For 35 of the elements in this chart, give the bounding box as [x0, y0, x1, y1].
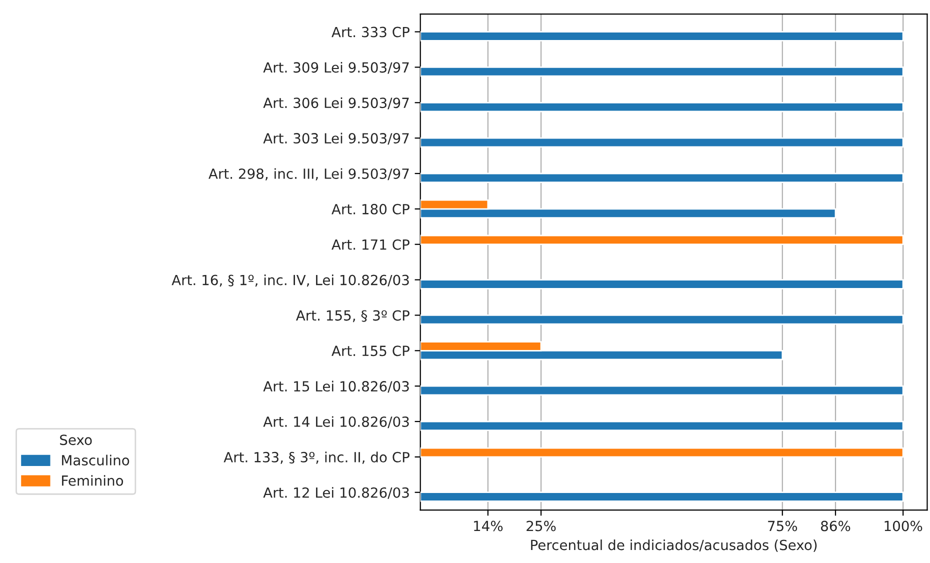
y-tick-label: Art. 306 Lei 9.503/97 [263, 97, 409, 110]
y-tick-label: Art. 12 Lei 10.826/03 [263, 487, 409, 499]
y-tick-label: Art. 171 CP [332, 239, 410, 250]
y-tick-label: Art. 298, inc. III, Lei 9.503/97 [208, 168, 409, 180]
bar [420, 102, 904, 112]
y-tick-label: Art. 155 CP [332, 346, 410, 356]
x-tick-label: 100% [884, 520, 922, 532]
y-tick-label: Art. 333 CP [332, 26, 410, 38]
bar [420, 385, 904, 396]
bar [420, 137, 904, 148]
bar [420, 31, 904, 42]
x-tick-label: 86% [821, 520, 850, 532]
y-tick-label: Art. 180 CP [332, 204, 410, 214]
bar [420, 314, 904, 325]
bar [420, 279, 904, 290]
x-tick-label: 14% [474, 520, 503, 532]
bar [420, 172, 904, 184]
x-axis-title: Percentual de indiciados/acusados (Sexo) [531, 539, 817, 552]
y-tick-label: Art. 15 Lei 10.826/03 [263, 380, 409, 393]
legend-label: Feminino [62, 475, 124, 486]
bar [420, 492, 904, 502]
legend-title: Sexo [60, 434, 92, 446]
y-tick-label: Art. 133, § 3º, inc. II, do CP [224, 452, 410, 464]
y-tick-label: Art. 309 Lei 9.503/97 [263, 62, 409, 74]
y-tick-label: Art. 155, § 3º CP [296, 310, 410, 322]
y-tick-label: Art. 303 Lei 9.503/97 [263, 132, 409, 145]
y-tick-label: Art. 16, § 1º, inc. IV, Lei 10.826/03 [172, 274, 409, 287]
legend-label: Masculino [62, 454, 130, 466]
x-tick-label: 75% [768, 520, 798, 532]
bar [420, 234, 904, 246]
bar [420, 420, 904, 432]
bar [420, 447, 904, 458]
bar [420, 66, 904, 77]
x-tick-label: 25% [526, 520, 556, 532]
y-tick-label: Art. 14 Lei 10.826/03 [263, 416, 409, 428]
